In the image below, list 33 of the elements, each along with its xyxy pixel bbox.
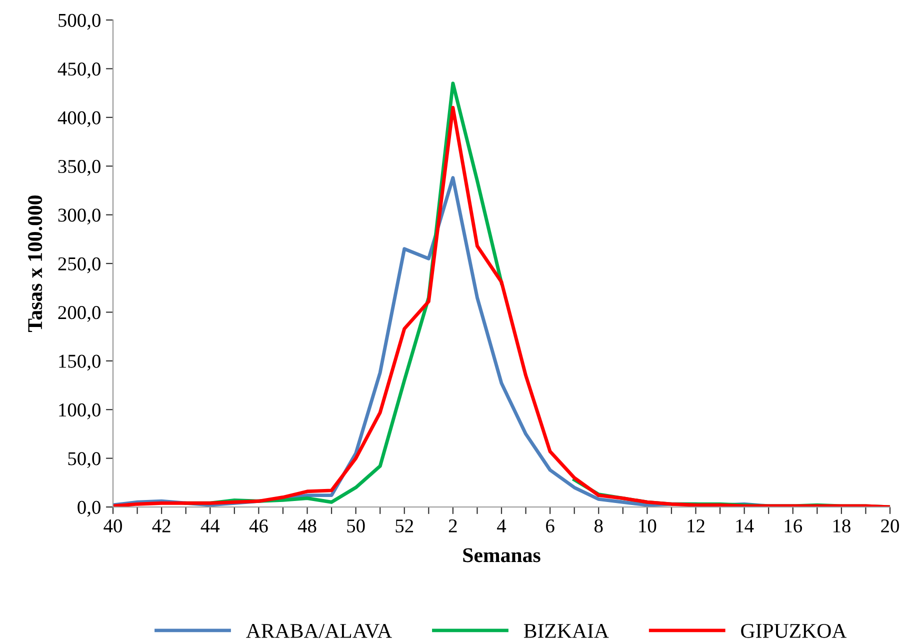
x-tick-label: 14 [736,519,754,532]
y-tick-label: 500,0 [58,14,100,30]
x-tick-label: 44 [200,520,220,532]
legend-label: BIZKAIA [524,624,609,638]
legend-label: GIPUZKOA [741,624,847,638]
x-tick-label: 8 [594,519,603,532]
x-tick-label: 16 [784,519,802,532]
x-tick-label: 10 [639,519,656,532]
y-tick-label: 150,0 [59,354,100,371]
x-axis-title: Semanas [463,548,540,562]
x-tick-label: 18 [833,519,850,532]
y-tick-label: 100,0 [59,403,100,420]
y-tick-label: 450,0 [58,62,100,78]
y-tick-label: 50,0 [68,452,100,468]
x-tick-label: 50 [347,519,365,532]
x-tick-label: 6 [546,519,554,532]
x-tick-label: 12 [688,519,704,532]
x-tick-label: 48 [298,519,316,532]
legend-label: ARABA/ALAVA [246,624,392,638]
x-tick-label: 20 [881,519,899,532]
x-tick-label: 40 [104,519,122,532]
y-tick-label: 300,0 [58,208,100,225]
x-tick-label: 42 [152,519,170,532]
x-tick-label: 2 [448,519,457,532]
x-tick-label: 52 [396,519,414,532]
y-axis-title: Tasas x 100.000 [28,196,42,332]
y-tick-label: 250,0 [58,257,100,274]
y-tick-label: 400,0 [58,111,100,128]
x-tick-label: 46 [249,519,268,532]
y-tick-label: 200,0 [58,306,100,322]
x-tick-label: 4 [497,520,506,532]
y-tick-label: 0,0 [78,500,100,517]
y-tick-label: 350,0 [58,160,100,176]
